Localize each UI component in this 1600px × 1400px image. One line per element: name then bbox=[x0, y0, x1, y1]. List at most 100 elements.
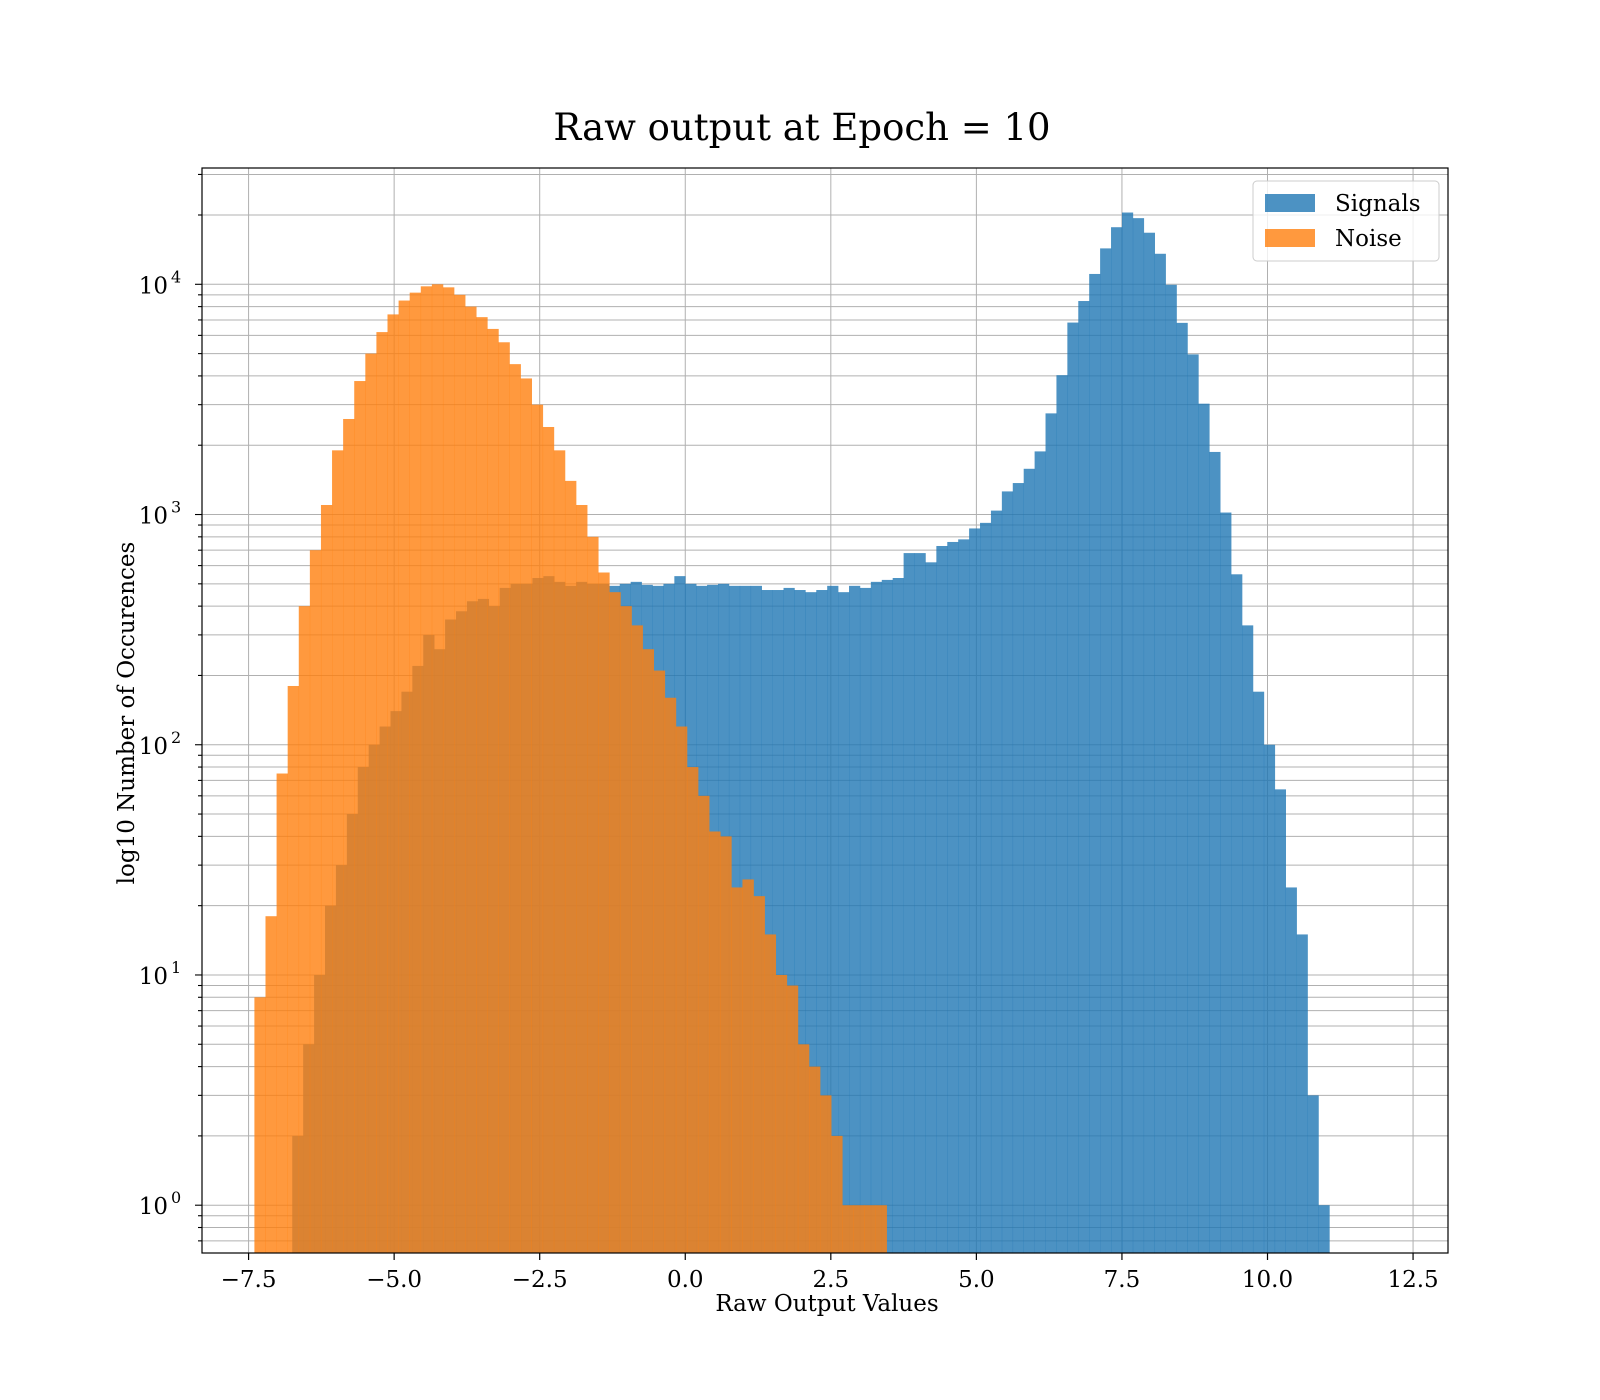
y-tick-exponent: 1 bbox=[171, 958, 181, 977]
bar-signals bbox=[1078, 301, 1090, 1253]
bar-signals bbox=[1231, 574, 1243, 1253]
bar-signals bbox=[1089, 273, 1101, 1253]
bar-signals bbox=[947, 541, 959, 1253]
bar-noise bbox=[276, 773, 288, 1253]
bar-signals bbox=[1001, 491, 1014, 1254]
bar-noise bbox=[542, 426, 555, 1254]
bar-noise bbox=[454, 294, 466, 1254]
bar-noise bbox=[265, 916, 277, 1253]
bar-signals bbox=[903, 553, 915, 1253]
bar-signals bbox=[914, 553, 926, 1253]
bar-noise bbox=[875, 1205, 887, 1253]
series-noise-bars bbox=[254, 284, 887, 1254]
bar-noise bbox=[609, 592, 621, 1253]
bar-noise bbox=[731, 887, 743, 1253]
bar-signals bbox=[1187, 354, 1199, 1254]
bar-noise bbox=[287, 685, 300, 1253]
plot-frame bbox=[201, 167, 1449, 1254]
x-tick-label: −5.0 bbox=[366, 1267, 422, 1293]
bar-signals bbox=[1318, 1205, 1330, 1253]
bar-signals bbox=[794, 590, 806, 1253]
bar-noise bbox=[775, 974, 788, 1253]
bar-noise bbox=[376, 332, 388, 1253]
bar-signals bbox=[1296, 934, 1308, 1253]
x-tick-label: 5.0 bbox=[958, 1267, 995, 1293]
bar-noise bbox=[465, 306, 477, 1253]
bar-signals bbox=[849, 585, 861, 1253]
bar-noise bbox=[409, 292, 422, 1253]
bar-noise bbox=[298, 606, 311, 1253]
bar-noise bbox=[509, 364, 521, 1253]
bar-signals bbox=[1307, 1095, 1319, 1253]
legend-label-signals: Signals bbox=[1335, 191, 1421, 217]
bar-noise bbox=[387, 314, 399, 1253]
bar-noise bbox=[786, 985, 799, 1253]
bar-noise bbox=[420, 286, 433, 1253]
bar-noise bbox=[431, 284, 444, 1253]
x-tick-label: 0.0 bbox=[667, 1267, 704, 1293]
bar-noise bbox=[753, 896, 765, 1253]
bar-noise bbox=[332, 450, 344, 1253]
bar-signals bbox=[969, 528, 981, 1253]
bar-noise bbox=[698, 795, 710, 1253]
y-tick-exponent: 3 bbox=[171, 498, 181, 517]
legend: Signals Noise bbox=[1252, 180, 1440, 262]
bar-noise bbox=[309, 550, 322, 1253]
bar-signals bbox=[1034, 451, 1046, 1254]
y-tick-exponent: 2 bbox=[171, 728, 181, 747]
bar-signals bbox=[805, 592, 817, 1253]
x-tick-label: −7.5 bbox=[221, 1267, 277, 1293]
bar-noise bbox=[487, 328, 499, 1253]
bar-signals bbox=[1209, 451, 1221, 1253]
bar-signals bbox=[1121, 212, 1134, 1253]
bar-signals bbox=[1285, 887, 1297, 1253]
bar-signals bbox=[925, 562, 937, 1253]
bar-noise bbox=[864, 1205, 876, 1253]
bar-noise bbox=[598, 572, 610, 1253]
bar-noise bbox=[354, 381, 366, 1254]
bar-signals bbox=[827, 585, 839, 1253]
bar-noise bbox=[365, 353, 377, 1254]
bar-noise bbox=[664, 697, 677, 1253]
legend-swatch-signals bbox=[1265, 194, 1315, 212]
bar-signals bbox=[1100, 248, 1112, 1254]
bar-noise bbox=[675, 726, 688, 1253]
bar-signals bbox=[1045, 413, 1057, 1253]
x-tick-label: 12.5 bbox=[1387, 1267, 1438, 1293]
bar-noise bbox=[620, 606, 632, 1253]
bar-signals bbox=[816, 590, 828, 1253]
bar-signals bbox=[892, 578, 904, 1253]
bar-noise bbox=[564, 480, 577, 1253]
x-axis-label: Raw Output Values bbox=[715, 1291, 938, 1317]
bar-signals bbox=[1067, 322, 1079, 1253]
bar-signals bbox=[859, 587, 872, 1253]
bar-noise bbox=[520, 378, 532, 1254]
chart-title: Raw output at Epoch = 10 bbox=[553, 106, 1050, 149]
bar-noise bbox=[808, 1066, 821, 1253]
bar-noise bbox=[320, 504, 333, 1254]
bar-noise bbox=[720, 836, 732, 1253]
x-tick-label: 2.5 bbox=[813, 1267, 850, 1293]
x-axis-ticks: −7.5 −5.0 −2.5 0.0 2.5 5.0 7.5 10.0 12.5 bbox=[221, 1253, 1439, 1293]
bar-noise bbox=[742, 879, 754, 1253]
bar-noise bbox=[653, 670, 666, 1253]
bar-signals bbox=[1242, 625, 1254, 1253]
legend-swatch-noise bbox=[1265, 229, 1315, 247]
bar-noise bbox=[343, 418, 355, 1253]
bar-signals bbox=[1165, 284, 1177, 1253]
bar-signals bbox=[980, 522, 992, 1253]
bar-signals bbox=[1132, 218, 1145, 1254]
bar-signals bbox=[958, 539, 970, 1253]
y-tick-label: 10 bbox=[139, 273, 168, 299]
y-tick-exponent: 4 bbox=[171, 267, 181, 286]
bar-signals bbox=[881, 579, 893, 1253]
bar-signals bbox=[1111, 227, 1123, 1254]
x-tick-label: −2.5 bbox=[512, 1267, 568, 1293]
bar-noise bbox=[587, 536, 599, 1253]
bar-noise bbox=[764, 934, 777, 1253]
bar-signals bbox=[1252, 691, 1265, 1253]
y-tick-label: 10 bbox=[139, 964, 168, 990]
bar-noise bbox=[853, 1205, 865, 1253]
